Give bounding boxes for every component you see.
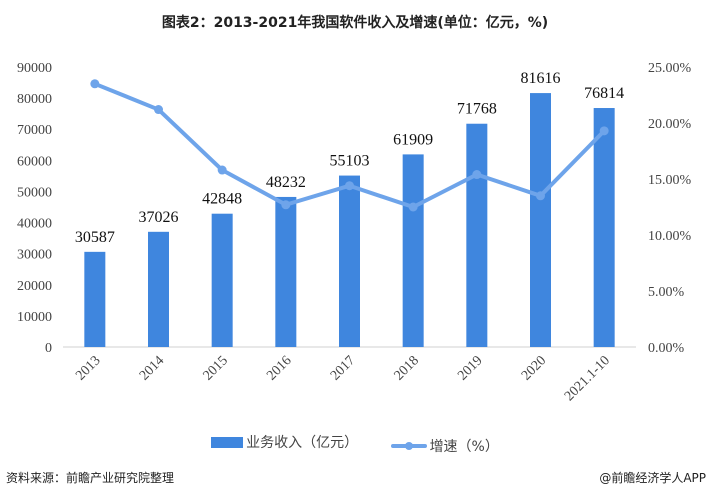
bar	[211, 213, 233, 347]
bar	[339, 175, 360, 347]
left-tick-label: 60000	[17, 154, 52, 169]
source-note: 资料来源：前瞻产业研究院整理	[6, 471, 175, 485]
legend: 业务收入（亿元） 增速（%）	[0, 432, 710, 456]
left-tick-label: 30000	[17, 248, 52, 263]
bar	[593, 108, 615, 348]
left-tick-label: 90000	[17, 61, 52, 76]
growth-point	[599, 126, 609, 136]
x-tick-label: 2017	[328, 353, 358, 383]
chart-title: 图表2：2013-2021年我国软件收入及增速(单位：亿元，%)	[161, 15, 549, 31]
brand-note: @前瞻经济学人APP	[599, 471, 706, 485]
left-tick-label: 0	[45, 341, 52, 356]
legend-bar-swatch	[211, 436, 244, 448]
right-tick-label: 25.00%	[648, 61, 692, 76]
left-tick-label: 50000	[17, 185, 52, 200]
right-tick-label: 15.00%	[648, 173, 692, 188]
bar-data-label: 48232	[266, 174, 306, 191]
growth-point	[345, 181, 354, 191]
bar-data-label: 42848	[202, 191, 242, 208]
bar	[148, 231, 169, 347]
left-tick-label: 80000	[17, 92, 52, 107]
bar	[84, 251, 106, 347]
bar	[530, 93, 551, 347]
x-tick-label: 2019	[455, 353, 485, 383]
bar-data-label: 61909	[393, 131, 433, 148]
bar	[402, 154, 424, 347]
left-tick-label: 10000	[17, 310, 52, 325]
legend-item-revenue: 业务收入（亿元）	[211, 432, 358, 452]
chart-svg: 0 10000 20000 30000 40000 50000 60000 70000 8000…	[17, 61, 692, 404]
legend-label: 业务收入（亿元）	[246, 435, 359, 451]
left-tick-label: 40000	[17, 217, 52, 232]
legend-line-swatch	[390, 441, 427, 450]
x-tick-label: 2015	[201, 353, 231, 383]
bar-data-label: 81616	[521, 70, 561, 87]
bar-data-label: 37026	[139, 209, 179, 226]
growth-point	[154, 105, 163, 115]
x-tick-label: 2016	[264, 353, 294, 383]
left-tick-label: 20000	[17, 279, 52, 294]
legend-item-growth: 增速（%）	[390, 436, 499, 456]
x-tick-label: 2013	[73, 353, 103, 383]
bar-data-label: 55103	[330, 153, 370, 170]
growth-point	[536, 191, 545, 201]
bar	[466, 123, 488, 348]
growth-point	[90, 79, 100, 89]
x-tick-label: 2014	[137, 353, 167, 383]
right-tick-label: 5.00%	[648, 285, 685, 300]
x-tick-label: 2020	[519, 353, 549, 383]
growth-point	[281, 200, 291, 210]
growth-point	[217, 165, 227, 175]
left-tick-label: 70000	[17, 123, 52, 138]
right-tick-label: 20.00%	[648, 117, 692, 132]
bar-data-label: 76814	[584, 85, 624, 102]
x-tick-label: 2021.1-10	[562, 353, 613, 404]
bar-data-label: 71768	[457, 101, 497, 118]
x-tick-label: 2018	[392, 353, 422, 383]
right-tick-label: 10.00%	[648, 229, 692, 244]
growth-point	[472, 170, 482, 180]
bar-data-label: 30587	[75, 229, 115, 246]
right-tick-label: 0.00%	[648, 341, 685, 356]
bar	[275, 196, 297, 347]
growth-point	[408, 202, 418, 212]
legend-label: 增速（%）	[429, 438, 499, 455]
